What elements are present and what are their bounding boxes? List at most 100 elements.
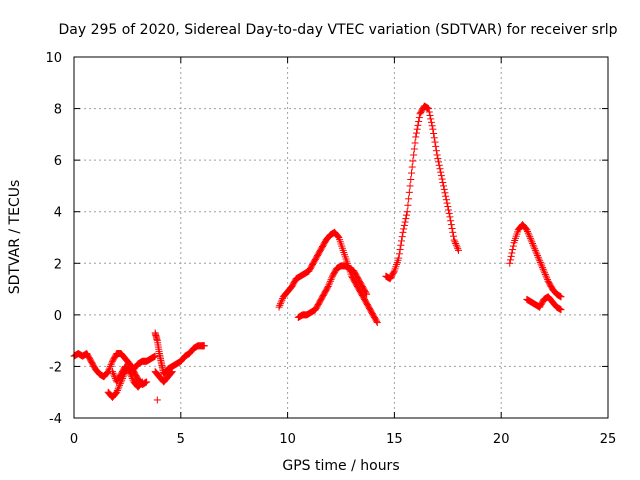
data-point: [434, 154, 442, 162]
data-point: [445, 209, 453, 217]
y-tick-label: -4: [49, 412, 62, 427]
data-point: [399, 228, 407, 236]
data-point: [106, 362, 114, 370]
data-point: [435, 161, 443, 169]
data-point: [529, 241, 537, 249]
data-point: [532, 248, 540, 256]
data-point: [410, 151, 418, 159]
y-tick-label: 6: [54, 154, 62, 169]
data-point: [116, 381, 124, 389]
data-point: [326, 277, 334, 285]
data-point: [328, 274, 336, 282]
data-point: [324, 282, 332, 290]
data-point: [373, 319, 381, 327]
data-point: [449, 228, 457, 236]
data-point: [526, 234, 534, 242]
x-tick-label: 0: [70, 432, 78, 447]
x-tick-label: 5: [177, 432, 185, 447]
data-point: [410, 145, 418, 153]
data-point: [543, 276, 551, 284]
data-point: [333, 232, 341, 240]
data-point: [536, 258, 544, 266]
data-point: [167, 369, 175, 377]
data-point: [106, 364, 114, 372]
data-point: [541, 269, 549, 277]
data-point: [535, 255, 543, 263]
data-point: [115, 383, 123, 391]
data-point: [396, 246, 404, 254]
data-point: [113, 386, 121, 394]
data-point: [523, 226, 531, 234]
data-point: [108, 368, 116, 376]
data-point: [407, 169, 415, 177]
data-point: [412, 133, 420, 141]
data-point: [540, 267, 548, 275]
data-point: [413, 125, 421, 133]
data-point: [137, 380, 145, 388]
data-point: [200, 342, 208, 350]
data-point: [524, 227, 532, 235]
data-point: [445, 206, 453, 214]
data-point: [323, 284, 331, 292]
data-point: [527, 236, 535, 244]
data-point: [373, 317, 381, 325]
data-point: [278, 296, 286, 304]
data-point: [452, 240, 460, 248]
data-point: [153, 396, 161, 404]
data-point: [432, 147, 440, 155]
data-point: [432, 142, 440, 150]
data-point: [406, 182, 414, 190]
chart-title: Day 295 of 2020, Sidereal Day-to-day VTE…: [58, 22, 617, 38]
data-point: [557, 293, 565, 301]
y-axis-title: SDTVAR / TECUs: [7, 180, 23, 295]
data-point: [539, 265, 547, 273]
data-point: [557, 306, 565, 314]
data-point: [525, 231, 533, 239]
data-point: [524, 229, 532, 237]
data-point: [404, 201, 412, 209]
data-point: [425, 105, 433, 113]
data-point: [437, 168, 445, 176]
data-point: [536, 257, 544, 265]
data-points: [70, 102, 565, 404]
data-point: [168, 368, 176, 376]
data-point: [398, 237, 406, 245]
data-point: [533, 250, 541, 258]
data-point: [451, 238, 459, 246]
data-point: [449, 232, 457, 240]
data-point: [108, 359, 116, 367]
data-point: [537, 260, 545, 268]
data-point: [414, 121, 422, 129]
data-point: [506, 256, 514, 264]
data-point: [534, 252, 542, 260]
data-point: [327, 276, 335, 284]
data-point: [105, 366, 113, 374]
data-point: [538, 262, 546, 270]
data-point: [403, 208, 411, 216]
plot-frame: [73, 56, 609, 419]
data-point: [429, 125, 437, 133]
data-point: [427, 118, 435, 126]
data-point: [426, 111, 434, 119]
data-point: [447, 217, 455, 225]
x-tick-label: 15: [386, 432, 403, 447]
data-point: [534, 253, 542, 261]
data-point: [126, 369, 134, 377]
data-point: [427, 115, 435, 123]
data-point: [437, 172, 445, 180]
x-tick-label: 25: [600, 432, 617, 447]
data-point: [430, 134, 438, 142]
data-point: [127, 371, 135, 379]
data-point: [409, 157, 417, 165]
data-point: [415, 114, 423, 122]
data-point: [398, 233, 406, 241]
data-point: [541, 270, 549, 278]
data-point: [425, 108, 433, 116]
data-point: [325, 281, 333, 289]
x-tick-label: 20: [493, 432, 510, 447]
data-point: [442, 192, 450, 200]
data-point: [277, 298, 285, 306]
data-point: [509, 242, 517, 250]
